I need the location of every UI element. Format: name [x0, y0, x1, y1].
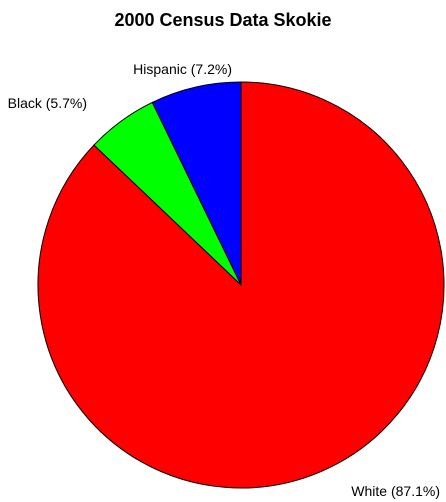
- slice-label-white: White (87.1%): [351, 483, 440, 499]
- pie-slice-white: [37, 81, 445, 489]
- slice-label-black: Black (5.7%): [8, 95, 87, 111]
- slice-label-hispanic: Hispanic (7.2%): [133, 61, 232, 77]
- chart-title: 2000 Census Data Skokie: [114, 10, 332, 30]
